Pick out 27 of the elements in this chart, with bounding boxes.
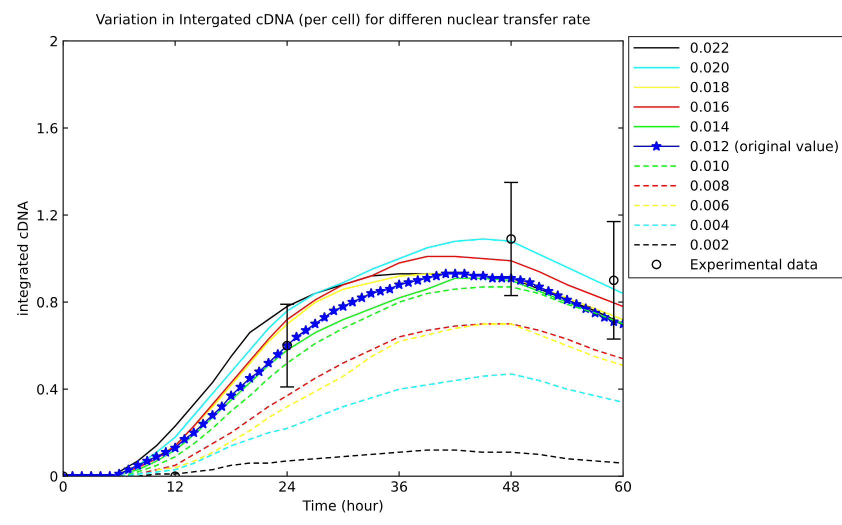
legend-label: 0.018 bbox=[690, 82, 729, 92]
y-tick-label: 0 bbox=[50, 471, 58, 482]
y-tick-label: 1.6 bbox=[38, 122, 58, 134]
y-tick-label: 0.4 bbox=[37, 384, 58, 395]
legend-label: 0.012 (original value) bbox=[690, 140, 838, 154]
x-tick-label: 12 bbox=[168, 481, 183, 492]
legend-label: Experimental data bbox=[691, 258, 817, 272]
y-tick-label: 2 bbox=[50, 36, 57, 46]
x-tick-label: 48 bbox=[502, 481, 519, 492]
legend-label: 0.016 bbox=[690, 101, 729, 112]
legend-label: 0.020 bbox=[690, 62, 729, 73]
legend-label: 0.022 bbox=[690, 42, 728, 53]
chart-title: Variation in Intergated cDNA (per cell) for differen nuclear transfer rate bbox=[96, 14, 590, 28]
legend-label: 0.004 bbox=[690, 220, 729, 230]
legend-label: 0.010 bbox=[690, 160, 729, 172]
x-tick-label: 36 bbox=[391, 481, 408, 492]
legend-label: 0.008 bbox=[690, 180, 729, 191]
x-axis-title: Time (hour) bbox=[302, 500, 382, 512]
x-tick-label: 24 bbox=[279, 481, 296, 492]
legend-label: 0.002 bbox=[690, 239, 728, 250]
y-tick-label: 0.8 bbox=[37, 297, 58, 308]
x-tick-label: 60 bbox=[615, 481, 631, 492]
legend-label: 0.014 bbox=[690, 121, 729, 132]
y-axis-title: integrated cDNA bbox=[17, 201, 31, 315]
legend-label: 0.006 bbox=[690, 200, 729, 210]
y-tick-label: 1.2 bbox=[38, 210, 57, 220]
x-tick-label: 0 bbox=[60, 481, 67, 492]
